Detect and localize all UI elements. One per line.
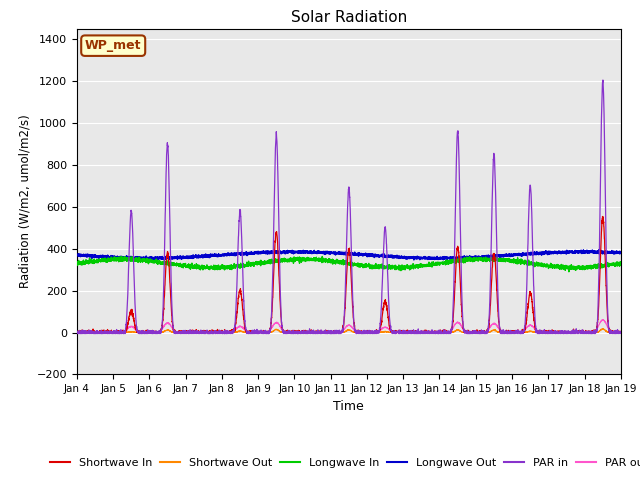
Legend: Shortwave In, Shortwave Out, Longwave In, Longwave Out, PAR in, PAR out: Shortwave In, Shortwave Out, Longwave In… — [45, 454, 640, 472]
Text: WP_met: WP_met — [85, 39, 141, 52]
Y-axis label: Radiation (W/m2, umol/m2/s): Radiation (W/m2, umol/m2/s) — [18, 115, 31, 288]
X-axis label: Time: Time — [333, 400, 364, 413]
Title: Solar Radiation: Solar Radiation — [291, 10, 407, 25]
